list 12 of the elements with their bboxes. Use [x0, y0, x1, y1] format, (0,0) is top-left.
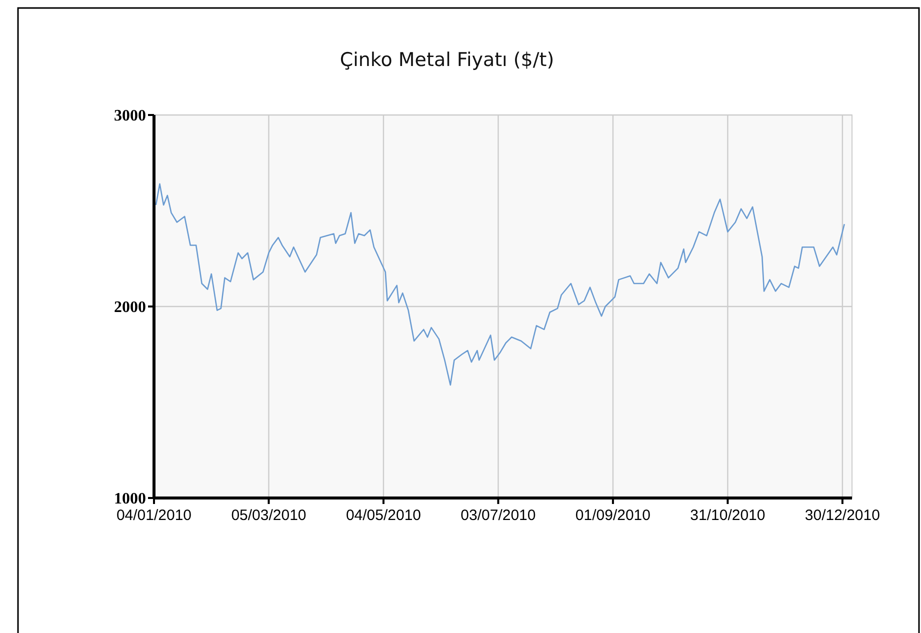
- line-series: [155, 183, 845, 386]
- x-tick-label: 05/03/2010: [231, 507, 306, 524]
- x-tick-label: 01/09/2010: [575, 507, 650, 524]
- x-tick-label: 03/07/2010: [460, 507, 536, 524]
- y-tick-label: 3000: [114, 108, 146, 125]
- chart-title: Çinko Metal Fiyatı ($/t): [340, 49, 554, 71]
- x-tick-label: 30/12/2010: [804, 507, 880, 524]
- x-tick-label: 31/10/2010: [690, 507, 766, 524]
- x-tick-label: 04/05/2010: [346, 507, 422, 524]
- x-tick-label: 04/01/2010: [116, 507, 192, 524]
- y-tick-label: 2000: [114, 299, 146, 316]
- y-tick-label: 1000: [114, 490, 146, 508]
